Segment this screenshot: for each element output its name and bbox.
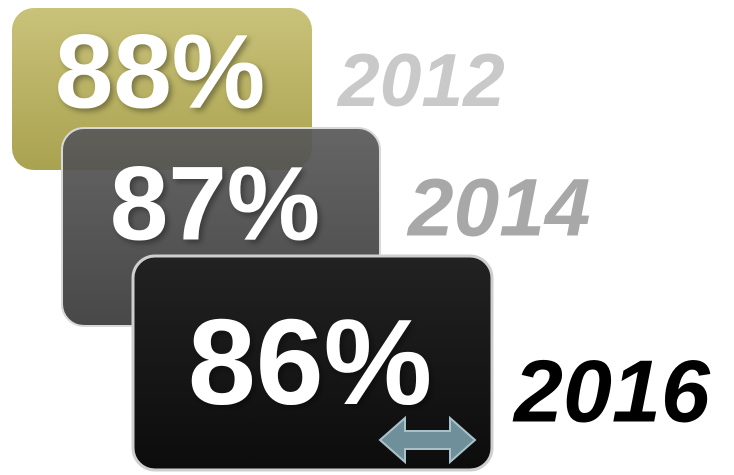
double-arrow (378, 415, 477, 465)
year-label: 2016 (512, 341, 711, 440)
box-2016 (131, 254, 494, 472)
year-label: 2012 (336, 38, 505, 122)
percent-label: 86% (188, 294, 432, 430)
percent-label: 88% (55, 14, 265, 131)
percent-label: 87% (110, 146, 320, 263)
year-label: 2014 (406, 163, 590, 254)
